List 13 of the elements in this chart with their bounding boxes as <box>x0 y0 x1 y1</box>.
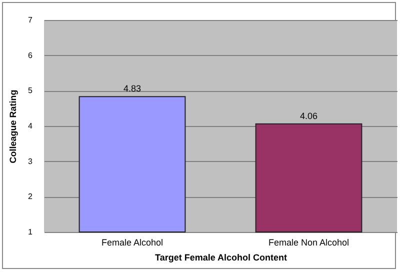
y-tick-label: 3 <box>28 156 34 166</box>
y-tick-label: 6 <box>28 50 34 60</box>
y-axis-title: Colleague Rating <box>8 90 18 164</box>
data-label: 4.83 <box>123 84 142 94</box>
x-axis-title: Target Female Alcohol Content <box>154 252 288 262</box>
data-label: 4.06 <box>300 110 318 121</box>
x-tick-label: Female Alcohol <box>101 238 164 248</box>
y-tick-label: 1 <box>28 228 34 236</box>
y-tick-label: 7 <box>28 16 34 24</box>
x-tick-label: Female Non Alcohol <box>268 238 350 248</box>
y-tick-label: 4 <box>28 122 34 130</box>
y-tick-label: 2 <box>28 192 34 202</box>
y-tick-label: 5 <box>28 86 34 96</box>
